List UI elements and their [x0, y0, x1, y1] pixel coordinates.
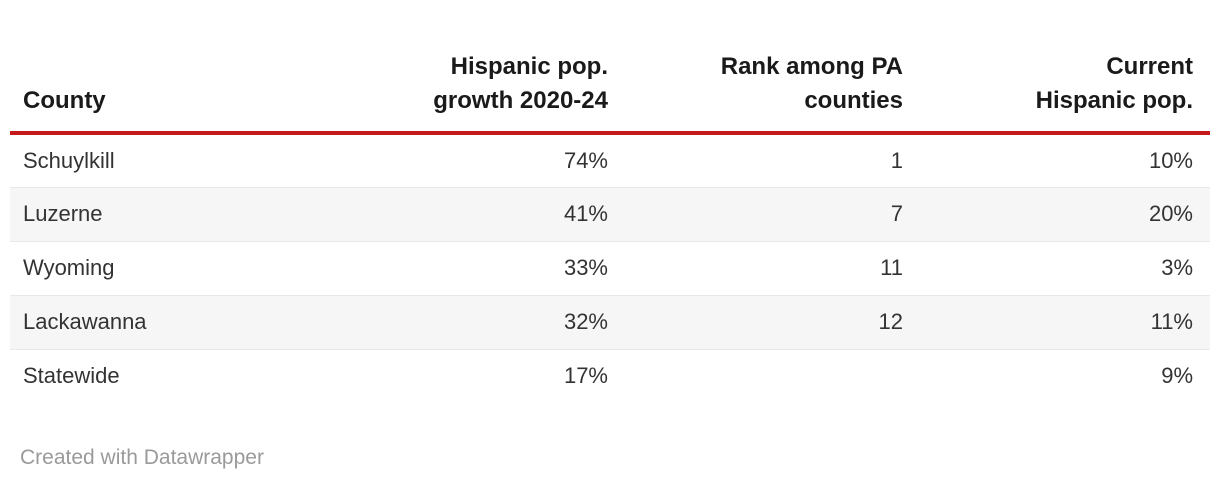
column-header-county: County: [10, 0, 330, 135]
column-header-rank: Rank among PA counties: [625, 0, 920, 135]
current-pop-cell: 20%: [920, 187, 1210, 242]
growth-cell: 33%: [330, 241, 625, 296]
growth-cell: 17%: [563, 363, 608, 389]
datawrapper-credit-link[interactable]: Created with Datawrapper: [20, 446, 264, 469]
table-body: Schuylkill 74% 1 10% Luzerne 41% 7 20% W…: [10, 133, 1210, 403]
county-cell: Lackawanna: [10, 295, 330, 350]
table-row: Lackawanna 32% 12 11%: [10, 295, 1210, 350]
data-table: County Hispanic pop. growth 2020-24 Rank…: [10, 0, 1210, 403]
table-row: Luzerne 41% 7 20%: [10, 187, 1210, 242]
current-pop-cell: 9%: [1161, 363, 1193, 389]
rank-cell: 1: [625, 133, 920, 188]
column-header-label: County: [23, 87, 106, 114]
column-header-label: Current: [1106, 53, 1193, 80]
table-row: Schuylkill 74% 1 10%: [10, 133, 1210, 188]
rank-cell: 11: [625, 241, 920, 296]
header-row: County Hispanic pop. growth 2020-24 Rank…: [10, 0, 1210, 135]
column-header-label: Rank among PA: [720, 53, 903, 80]
column-header-growth: Hispanic pop. growth 2020-24: [330, 0, 625, 135]
current-pop-cell: 10%: [920, 133, 1210, 188]
rank-cell: [625, 349, 920, 403]
growth-cell: 32%: [330, 295, 625, 350]
current-pop-cell: 11%: [920, 295, 1210, 350]
growth-cell: 41%: [330, 187, 625, 242]
rank-cell: 7: [625, 187, 920, 242]
rank-cell: 12: [625, 295, 920, 350]
county-cell: Wyoming: [10, 241, 330, 296]
datawrapper-table-chart: County Hispanic pop. growth 2020-24 Rank…: [10, 0, 1210, 469]
current-pop-cell: 3%: [920, 241, 1210, 296]
table-header: County Hispanic pop. growth 2020-24 Rank…: [10, 0, 1210, 135]
county-cell: Schuylkill: [10, 133, 330, 188]
table-row: Wyoming 33% 11 3%: [10, 241, 1210, 296]
column-header-label: Hispanic pop.: [450, 53, 608, 80]
growth-cell: 74%: [330, 133, 625, 188]
table-row: Statewide 17% 9%: [10, 349, 1210, 403]
column-header-current-pop: Current Hispanic pop.: [920, 0, 1210, 135]
county-cell: Statewide: [23, 363, 120, 389]
county-cell: Luzerne: [10, 187, 330, 242]
